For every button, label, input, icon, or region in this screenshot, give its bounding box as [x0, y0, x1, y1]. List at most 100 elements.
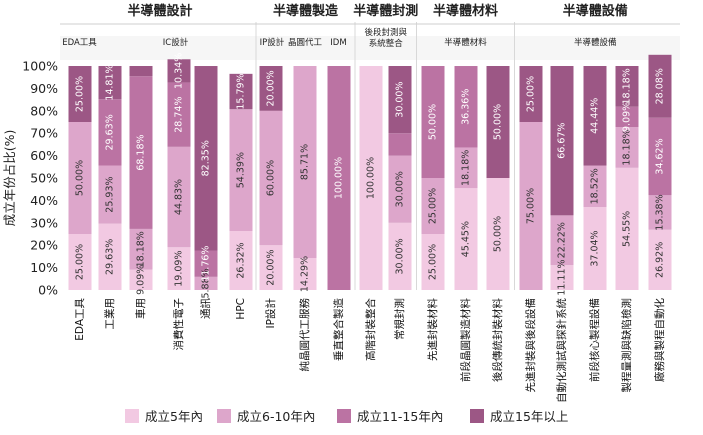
category-label: 純晶圓代工服務	[298, 298, 311, 372]
bar-segment	[229, 73, 253, 110]
y-tick-label: 90%	[30, 81, 58, 96]
bar-segment	[421, 66, 445, 178]
data-label: 9.09%	[622, 102, 633, 132]
bar-segment	[98, 66, 122, 100]
category-label: 車用	[134, 298, 147, 319]
bar-segment	[194, 66, 218, 251]
data-label: 11.76%	[201, 246, 212, 282]
category-label: 通訊	[199, 298, 212, 319]
category-label: 常規封測	[393, 298, 406, 340]
data-label: 82.35%	[201, 140, 212, 176]
category-label: 垂直整合製造	[332, 298, 345, 361]
data-label: 30.00%	[395, 81, 406, 117]
subgroup-title: 半導體設備	[574, 37, 617, 48]
group-title: 半導體設計	[127, 3, 192, 19]
category-label: 先進封裝材料	[426, 298, 439, 361]
bar-segment	[167, 247, 191, 290]
subgroup-title: 晶圓代工	[288, 37, 323, 48]
data-label: 25.00%	[428, 244, 439, 280]
legend-swatch	[337, 409, 351, 423]
bar-segment	[359, 66, 383, 290]
legend-swatch	[125, 409, 139, 423]
data-label: 10.34%	[174, 53, 185, 89]
data-label: 75.00%	[526, 188, 537, 224]
data-label: 18.18%	[622, 68, 633, 104]
bar-segment	[486, 178, 510, 290]
bar-segment	[68, 66, 92, 122]
subgroup-title: IDM	[330, 38, 346, 48]
legend-label: 成立5年內	[145, 409, 203, 424]
bar-segment	[550, 265, 574, 290]
bar-segment	[615, 106, 639, 128]
bar-segment	[98, 223, 122, 290]
bar-segment	[98, 99, 122, 166]
bar-segment	[167, 82, 191, 147]
subgroup-title: EDA工具	[62, 38, 97, 48]
group-title: 半導體材料	[433, 3, 498, 19]
bar-segment	[129, 269, 153, 290]
data-label: 100.00%	[334, 157, 345, 199]
y-axis-label: 成立年份占比(%)	[2, 130, 17, 227]
data-label: 50.00%	[493, 104, 504, 140]
y-tick-label: 40%	[30, 193, 58, 208]
bar-segment	[648, 54, 672, 118]
data-label: 60.00%	[266, 160, 277, 196]
bar-segment	[388, 66, 412, 134]
data-label: 18.18%	[136, 231, 147, 267]
bar-segment	[388, 133, 412, 156]
data-label: 11.11%	[557, 259, 568, 295]
data-label: 36.36%	[461, 89, 472, 125]
data-label: 100.00%	[366, 157, 377, 199]
bar-segment	[648, 229, 672, 290]
data-label: 9.09%	[136, 265, 147, 295]
bar-segment	[129, 66, 153, 77]
group-title: 半導體製造	[273, 3, 339, 19]
data-label: 37.04%	[590, 230, 601, 266]
legend-label: 成立15年以上	[490, 409, 568, 424]
data-label: 14.81%	[105, 64, 116, 100]
data-label: 25.93%	[105, 176, 116, 212]
bar-segment	[229, 231, 253, 290]
data-label: 15.79%	[236, 73, 247, 109]
category-label: 工業用	[103, 298, 116, 330]
data-label: 54.39%	[236, 152, 247, 188]
bar-segment	[388, 222, 412, 290]
bar-segment	[327, 66, 351, 290]
category-label: IP設計	[264, 298, 277, 329]
bar-segment	[388, 155, 412, 223]
data-label: 30.00%	[395, 171, 406, 207]
bar-segment	[454, 147, 478, 189]
bar-segment	[648, 117, 672, 196]
bar-segment	[68, 234, 92, 290]
category-label: 高階封裝整合	[364, 298, 377, 361]
group-title: 半導體設備	[563, 3, 628, 19]
data-label: 25.00%	[75, 244, 86, 280]
bar-segment	[293, 257, 317, 290]
legend-swatch	[217, 409, 231, 423]
data-label: 15.38%	[655, 194, 666, 230]
bar-segment	[454, 66, 478, 148]
y-tick-label: 100%	[22, 59, 58, 74]
category-label: EDA工具	[74, 298, 86, 341]
data-label: 18.52%	[590, 168, 601, 204]
data-label: 30.00%	[395, 238, 406, 274]
data-label: 54.55%	[622, 211, 633, 247]
data-label: 66.67%	[557, 123, 568, 159]
bar-segment	[615, 127, 639, 168]
data-label: 29.63%	[105, 114, 116, 150]
data-label: 14.29%	[300, 256, 311, 292]
bar-segment	[550, 215, 574, 266]
data-label: 29.63%	[105, 239, 116, 275]
bar-segment	[615, 66, 639, 107]
data-label: 26.32%	[236, 242, 247, 278]
bar-segment	[421, 234, 445, 290]
category-label: 前段核心製程設備	[588, 298, 601, 382]
data-label: 45.45%	[461, 221, 472, 257]
data-label: 68.18%	[136, 134, 147, 170]
bar-segment	[259, 110, 283, 246]
bar-segment	[519, 122, 543, 290]
bar-segment	[454, 188, 478, 290]
bar-segment	[615, 167, 639, 290]
category-label: 後段傳統封裝材料	[491, 298, 504, 382]
